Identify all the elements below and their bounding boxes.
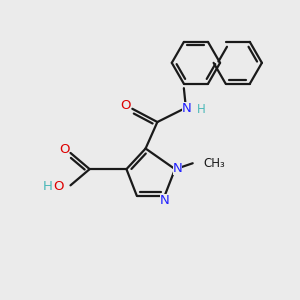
Text: H: H <box>43 180 52 193</box>
Text: N: N <box>182 102 192 115</box>
Text: O: O <box>121 99 131 112</box>
Text: O: O <box>59 143 69 157</box>
Text: H: H <box>196 103 205 116</box>
Text: CH₃: CH₃ <box>203 157 225 170</box>
Text: N: N <box>160 194 169 207</box>
Text: N: N <box>172 162 182 175</box>
Text: O: O <box>53 180 64 193</box>
